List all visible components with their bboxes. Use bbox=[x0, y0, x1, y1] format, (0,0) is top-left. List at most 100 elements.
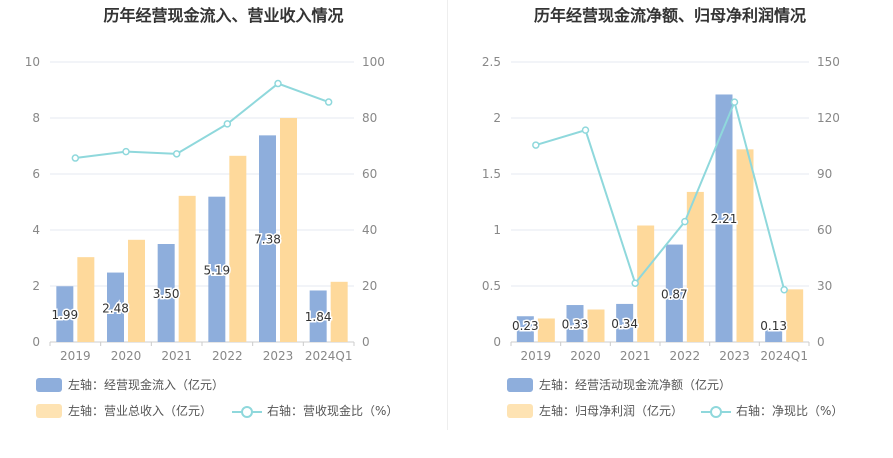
data-label: 0.13 bbox=[760, 319, 787, 333]
bar-6-series1 bbox=[309, 290, 327, 342]
x-tick-label: 2023 bbox=[719, 349, 750, 363]
bar-4-series2 bbox=[229, 155, 247, 342]
y-left-tick-label: 2 bbox=[493, 111, 501, 125]
chart-title: 历年经营现金流净额、归母净利润情况 bbox=[533, 6, 806, 25]
data-label: 3.50 bbox=[153, 287, 180, 301]
y-right-tick-label: 60 bbox=[362, 167, 377, 181]
y-right-tick-label: 20 bbox=[362, 279, 377, 293]
y-left-tick-label: 2.5 bbox=[482, 55, 501, 69]
data-label: 0.34 bbox=[611, 317, 638, 331]
bar-3-series1 bbox=[157, 244, 175, 342]
data-label: 1.99 bbox=[51, 308, 78, 322]
x-tick-label: 2020 bbox=[570, 349, 601, 363]
x-tick-label: 2019 bbox=[521, 349, 552, 363]
legend-item-line[interactable]: 右轴：营收现金比（%） bbox=[232, 402, 398, 419]
legend-label: 右轴：净现比（%） bbox=[736, 404, 844, 418]
x-tick-label: 2022 bbox=[670, 349, 701, 363]
legend-label: 左轴：经营现金流入（亿元） bbox=[68, 378, 225, 392]
line-point-4 bbox=[223, 120, 232, 128]
data-label: 1.84 bbox=[305, 310, 332, 324]
line-point-2 bbox=[122, 147, 130, 156]
line-point-6 bbox=[324, 98, 333, 106]
chart-plot: 0 0 0.5 30 1 60 1.5 90 2 120 2.5 150 2019 2020 2021 202… bbox=[482, 55, 840, 363]
y-right-tick-label: 120 bbox=[817, 111, 840, 125]
bar-4-series1 bbox=[208, 196, 226, 342]
y-left-tick-label: 0 bbox=[32, 335, 40, 349]
legend-swatch bbox=[507, 403, 533, 418]
line-series bbox=[75, 82, 330, 160]
data-label: 0.87 bbox=[661, 287, 688, 301]
bar-5-series1 bbox=[715, 94, 733, 342]
y-left-tick-label: 8 bbox=[32, 111, 40, 125]
y-left-tick-label: 0.5 bbox=[482, 279, 501, 293]
bar-3-series2 bbox=[637, 225, 655, 342]
data-label: 2.48 bbox=[102, 301, 129, 315]
x-tick-label: 2020 bbox=[111, 349, 142, 363]
x-tick-label: 2023 bbox=[263, 349, 294, 363]
panel-divider bbox=[447, 0, 448, 430]
legend-item-bar1[interactable]: 左轴：经营活动现金流净额（亿元） bbox=[507, 376, 731, 393]
x-tick-label: 2021 bbox=[620, 349, 651, 363]
bar-2-series2 bbox=[587, 309, 605, 342]
y-right-tick-label: 90 bbox=[817, 167, 832, 181]
y-left-tick-label: 1.5 bbox=[482, 167, 501, 181]
y-left-tick-label: 2 bbox=[32, 279, 40, 293]
y-right-tick-label: 0 bbox=[362, 335, 370, 349]
line-point-5 bbox=[730, 98, 739, 106]
x-tick-label: 2019 bbox=[60, 349, 91, 363]
line-series bbox=[535, 99, 786, 290]
x-tick-label: 2024Q1 bbox=[760, 349, 808, 363]
chart-plot: 0 0 2 20 4 40 6 60 8 80 10 100 2019 2020 2021 2022 2023 2… bbox=[25, 55, 385, 363]
data-label: 5.19 bbox=[203, 263, 230, 277]
x-tick-label: 2024Q1 bbox=[305, 349, 353, 363]
legend-item-bar1[interactable]: 左轴：经营现金流入（亿元） bbox=[36, 376, 224, 393]
data-label: 2.21 bbox=[711, 212, 738, 226]
y-right-tick-label: 100 bbox=[362, 55, 385, 69]
bar-1-series2 bbox=[537, 318, 555, 342]
chart-panel-netcash-profit: 历年经营现金流净额、归母净利润情况 0 0 0.5 30 1 60 1.5 90 2 120 2.5… bbox=[447, 0, 893, 458]
y-left-tick-label: 4 bbox=[32, 223, 40, 237]
chart-title: 历年经营现金流入、营业收入情况 bbox=[103, 6, 344, 25]
bar-5-series2 bbox=[280, 118, 297, 342]
y-left-tick-label: 6 bbox=[32, 167, 40, 181]
legend-swatch bbox=[507, 377, 533, 392]
y-left-tick-label: 10 bbox=[25, 55, 40, 69]
bar-2-series2 bbox=[128, 239, 145, 342]
x-tick-label: 2021 bbox=[161, 349, 192, 363]
bar-1-series2 bbox=[77, 257, 95, 342]
legend-item-bar2[interactable]: 左轴：营业总收入（亿元） bbox=[36, 402, 212, 419]
legend-line-swatch bbox=[232, 404, 262, 418]
bar-5-series2 bbox=[736, 149, 754, 342]
bar-4-series2 bbox=[686, 191, 704, 342]
line-point-2 bbox=[581, 126, 590, 134]
legend-line-swatch bbox=[701, 404, 731, 418]
bar-3-series1 bbox=[616, 303, 634, 342]
bar-5-series1 bbox=[259, 135, 276, 342]
legend-swatch bbox=[36, 377, 62, 392]
bar-2-series1 bbox=[566, 305, 584, 342]
bar-1-series1 bbox=[516, 316, 534, 342]
y-right-tick-label: 40 bbox=[362, 223, 377, 237]
y-right-tick-label: 60 bbox=[817, 223, 832, 237]
line-point-4 bbox=[681, 217, 689, 226]
y-right-tick-label: 0 bbox=[817, 335, 825, 349]
legend-label: 左轴：经营活动现金流净额（亿元） bbox=[539, 378, 732, 392]
bar-4-series1 bbox=[665, 244, 683, 342]
legend-item-bar2[interactable]: 左轴：归母净利润（亿元） bbox=[507, 402, 683, 419]
bar-2-series1 bbox=[107, 272, 124, 342]
data-label: 0.33 bbox=[562, 318, 589, 332]
chart-panel-cashflow-revenue: 历年经营现金流入、营业收入情况 0 0 2 20 4 40 6 60 8 80 10 100 2019 2… bbox=[25, 6, 399, 419]
legend-item-line[interactable]: 右轴：净现比（%） bbox=[701, 402, 843, 419]
legend-label: 左轴：营业总收入（亿元） bbox=[68, 404, 213, 418]
line-point-1 bbox=[71, 154, 80, 162]
y-left-tick-label: 0 bbox=[493, 335, 501, 349]
bar-6-series2 bbox=[786, 289, 804, 342]
line-point-5 bbox=[274, 79, 282, 88]
legend-label: 右轴：营收现金比（%） bbox=[267, 404, 399, 418]
bar-6-series1 bbox=[765, 327, 783, 342]
line-point-6 bbox=[780, 285, 788, 294]
line-point-1 bbox=[532, 141, 540, 149]
bar-1-series1 bbox=[56, 286, 74, 342]
y-right-tick-label: 150 bbox=[817, 55, 840, 69]
bar-6-series2 bbox=[330, 281, 348, 342]
